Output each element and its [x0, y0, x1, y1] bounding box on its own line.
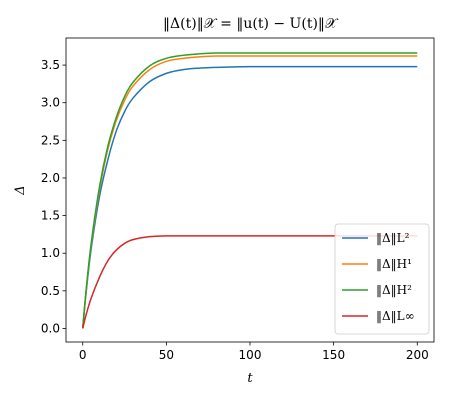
- x-tick-label: 100: [239, 348, 262, 362]
- series-line-1: [81, 65, 418, 329]
- x-tick-label: 200: [406, 348, 429, 362]
- y-tick-label: 3.5: [41, 58, 60, 72]
- y-tick-label: 0.5: [41, 284, 60, 298]
- y-axis-label: Δ: [13, 185, 28, 195]
- x-axis-label: t: [247, 371, 253, 386]
- y-tick-label: 1.0: [41, 246, 60, 260]
- y-tick-label: 1.5: [41, 209, 60, 223]
- chart-title: ‖Δ(t)‖𝒳 = ‖u(t) − U(t)‖𝒳: [163, 16, 339, 32]
- x-tick-label: 50: [159, 348, 174, 362]
- y-tick-label: 2.5: [41, 133, 60, 147]
- x-tick-label: 0: [79, 348, 87, 362]
- legend: ‖Δ‖L² ‖Δ‖H¹ ‖Δ‖H² ‖Δ‖L∞: [334, 223, 430, 335]
- x-tick-label: 150: [322, 348, 345, 362]
- legend-box: [334, 223, 430, 335]
- legend-entry-label: ‖Δ‖L∞: [376, 309, 415, 323]
- y-tick-label: 3.0: [41, 96, 60, 110]
- legend-entry-label: ‖Δ‖H²: [376, 283, 412, 297]
- series-line-4: [82, 235, 418, 329]
- legend-entry-label: ‖Δ‖H¹: [376, 257, 412, 271]
- y-tick-label: 2.0: [41, 171, 60, 185]
- y-tick-label: 0.0: [41, 321, 60, 335]
- series-line-3: [81, 52, 418, 329]
- plot-area: 0 50 100 150 200 0.0 0.5 1.0 1.5 2.0 2.5 3.0 3.5: [41, 37, 435, 362]
- legend-entry-label: ‖Δ‖L²: [376, 231, 410, 245]
